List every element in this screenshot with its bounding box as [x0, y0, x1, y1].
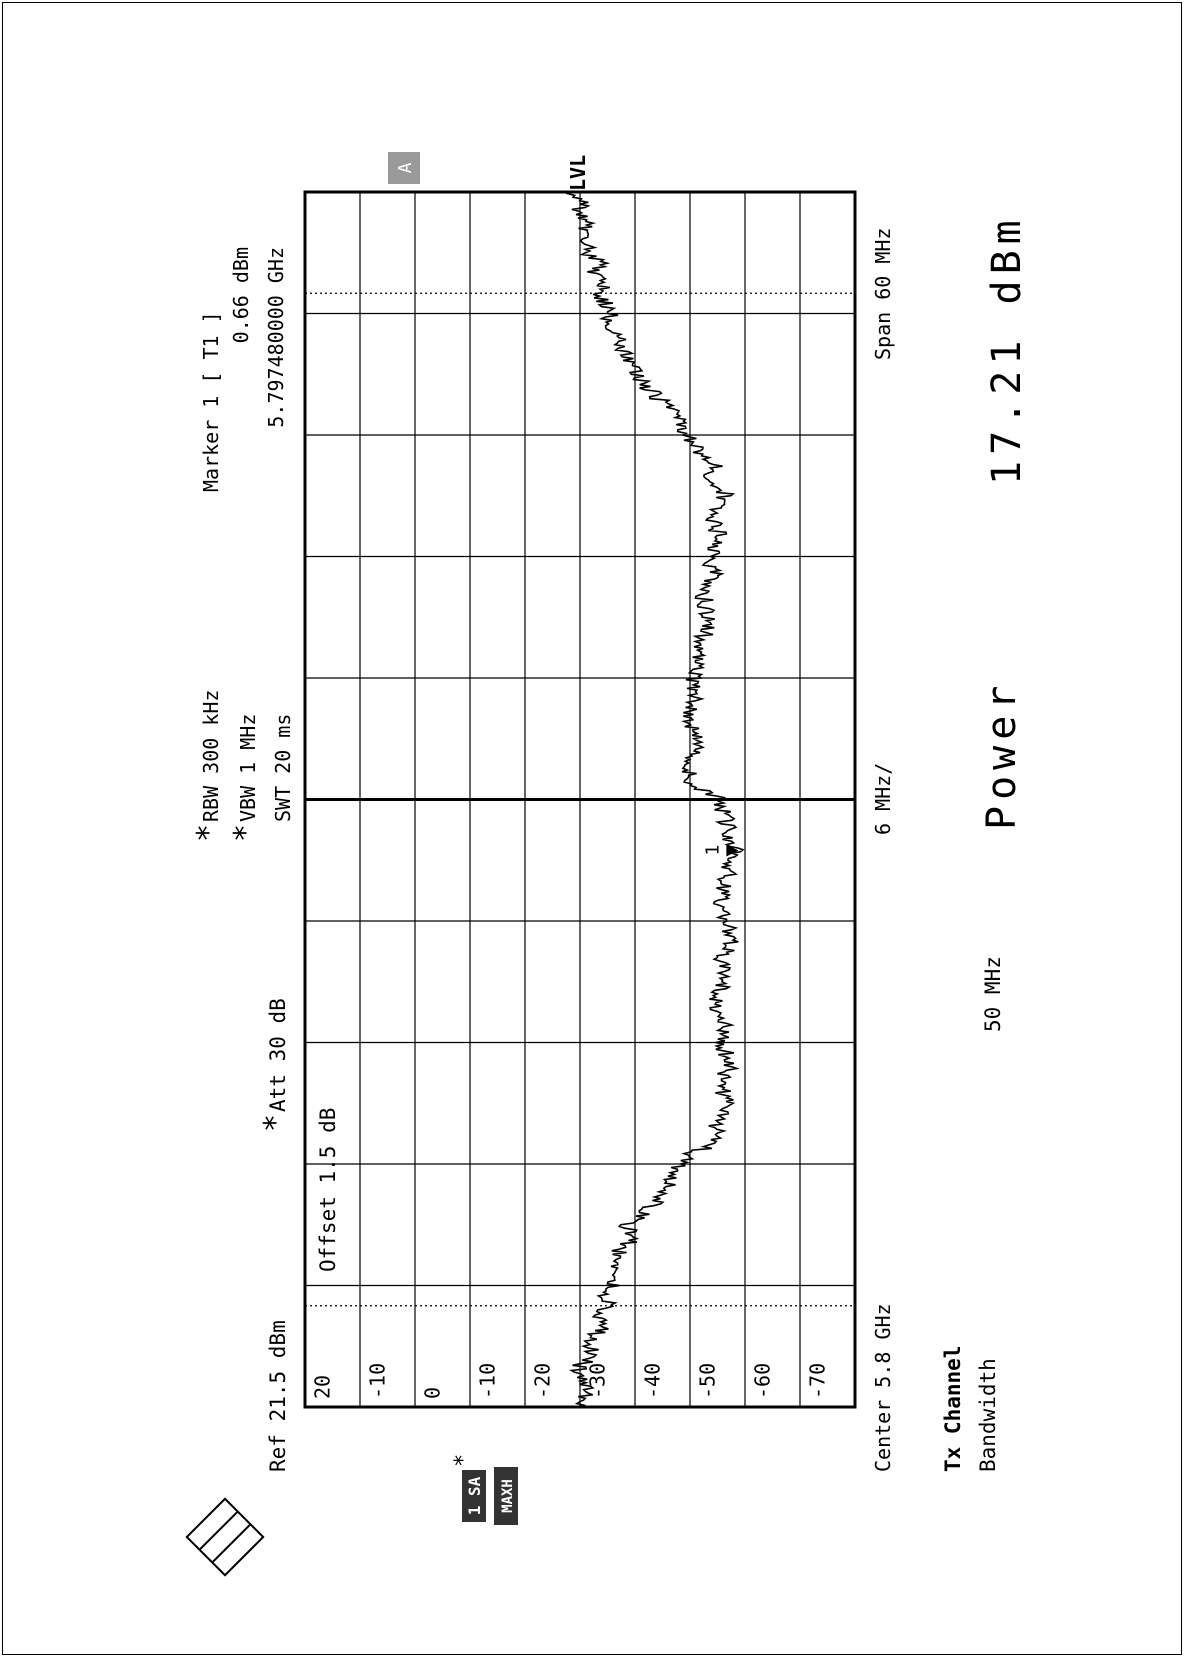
detector-badge-label: MAXH	[500, 1479, 516, 1513]
vbw-star: *	[228, 824, 263, 842]
marker-frequency: 5.797480000 GHz	[264, 247, 288, 428]
att-star: *	[258, 1114, 293, 1132]
center-frequency: Center 5.8 GHz	[871, 1303, 895, 1472]
swt-label: SWT 20 ms	[271, 714, 295, 822]
a-badge: A	[388, 152, 420, 184]
detector-badge: MAXH	[494, 1467, 518, 1525]
marker-level: 0.66 dBm	[229, 247, 253, 343]
tx-channel-label: Tx Channel	[941, 1346, 965, 1472]
marker-number: 1	[702, 845, 723, 856]
trace-badge: 1 SA	[462, 1470, 486, 1522]
rotated-content: Ref 21.5 dBm Offset 1.5 dB * Att 30 dB *…	[185, 152, 1030, 1577]
y-tick-label: -40	[641, 1363, 665, 1399]
spectrum-plot: 20 -10 0 -10 -20 -30 -40 -50 -60 -701	[303, 190, 857, 1409]
y-tick-label: -10	[476, 1363, 500, 1399]
power-label: Power	[979, 680, 1025, 830]
trace-star: *	[451, 1454, 476, 1467]
power-value: 17.21 dBm	[984, 214, 1030, 485]
marker-triangle	[726, 844, 739, 857]
trace-badge-label: 1 SA	[465, 1476, 484, 1515]
lvl-indicator: LVL	[566, 155, 590, 191]
y-tick-label: 20	[311, 1375, 335, 1399]
offset-label: Offset 1.5 dB	[316, 1108, 340, 1272]
y-tick-label: -50	[696, 1363, 720, 1399]
y-tick-label: -60	[751, 1363, 775, 1399]
ref-label: Ref 21.5 dBm	[266, 1320, 290, 1472]
att-label: Att 30 dB	[266, 998, 290, 1112]
y-tick-label: -70	[806, 1363, 830, 1399]
y-tick-label: -20	[531, 1363, 555, 1399]
frequency-per-division: 6 MHz/	[871, 763, 895, 835]
vbw-label: VBW 1 MHz	[236, 714, 260, 822]
y-tick-label: -10	[366, 1363, 390, 1399]
bandwidth-label: Bandwidth	[976, 1358, 1000, 1472]
rbw-label: RBW 300 kHz	[199, 690, 223, 822]
span-label: Span 60 MHz	[871, 228, 895, 360]
rohde-schwarz-logo	[185, 1497, 265, 1577]
bandwidth-value: 50 MHz	[981, 956, 1005, 1032]
a-badge-label: A	[395, 162, 416, 173]
marker-title: Marker 1 [ T1 ]	[199, 311, 223, 492]
spectrum-trace	[565, 191, 745, 1408]
rbw-star: *	[191, 824, 226, 842]
y-tick-label: 0	[421, 1387, 445, 1399]
